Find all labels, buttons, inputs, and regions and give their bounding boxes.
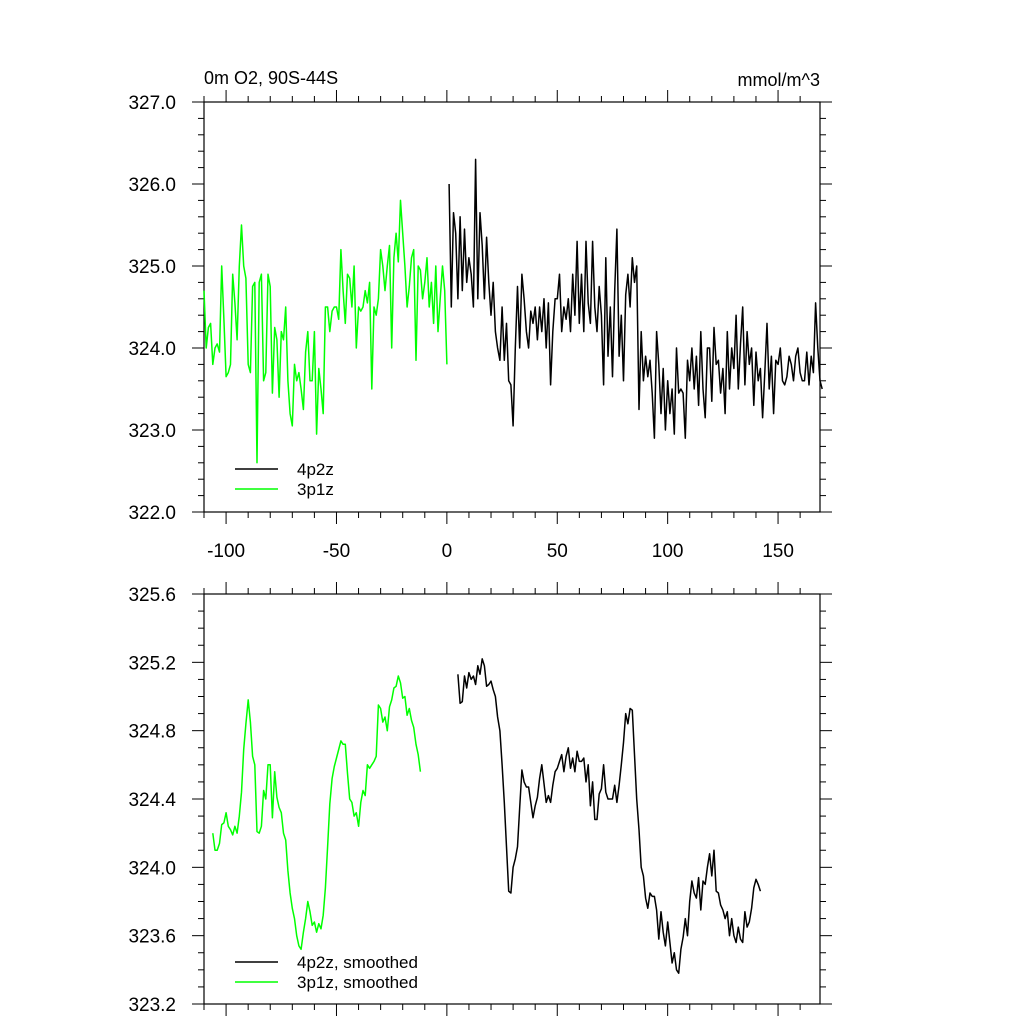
bottom-chart: 323.2 323.6 324.0 324.4 324.8 325.2 325.6 4p2z… [128,582,832,1016]
bottom-plot-frame [203,593,821,1005]
top-x-tick-label: -50 [323,541,350,562]
bottom-y-tick-label: 324.0 [128,858,176,879]
legend-label-4p2z-smoothed: 4p2z, smoothed [297,953,418,972]
bottom-y-tick-label: 325.2 [128,653,176,674]
legend-label-4p2z: 4p2z [297,460,334,479]
top-y-tick-label: 326.0 [128,175,176,196]
bottom-y-tick-label: 323.2 [128,995,176,1016]
bottom-series-line-0 [457,658,762,974]
top-x-tick-label: 150 [762,541,794,562]
bottom-y-tick-label: 324.4 [128,790,176,811]
top-y-tick-label: 322.0 [128,503,176,524]
top-axis-ticks: -100 -50 0 50 100 150 322.0 323.0 324.0 325.0 326.… [128,90,832,562]
bottom-legend: 4p2z, smoothed 3p1z, smoothed [235,953,418,992]
top-x-tick-label: 50 [547,541,568,562]
top-y-tick-label: 323.0 [128,421,176,442]
top-plot-frame [203,101,821,513]
top-series-line-1 [203,199,448,464]
chart-title: 0m O2, 90S-44S [204,68,338,88]
top-series-group [203,158,823,464]
top-chart: 0m O2, 90S-44S mmol/m^3 -100 -50 0 50 100 150… [128,68,832,562]
bottom-axis-ticks: 323.2 323.6 324.0 324.4 324.8 325.2 325.6 [128,582,832,1016]
bottom-y-tick-label: 324.8 [128,722,176,743]
top-series-line-0 [448,158,823,439]
top-x-tick-label: 100 [652,541,684,562]
legend-label-3p1z: 3p1z [297,480,334,499]
bottom-y-tick-label: 323.6 [128,927,176,948]
top-x-tick-label: -100 [207,541,245,562]
top-y-tick-label: 324.0 [128,339,176,360]
bottom-series-line-1 [212,675,422,951]
top-y-tick-label: 325.0 [128,257,176,278]
units-label: mmol/m^3 [738,70,820,90]
top-x-tick-label: 0 [442,541,453,562]
bottom-y-tick-label: 325.6 [128,585,176,606]
legend-label-3p1z-smoothed: 3p1z, smoothed [297,973,418,992]
top-y-tick-label: 327.0 [128,93,176,114]
bottom-series-group [212,658,762,974]
top-legend: 4p2z 3p1z [235,460,334,499]
